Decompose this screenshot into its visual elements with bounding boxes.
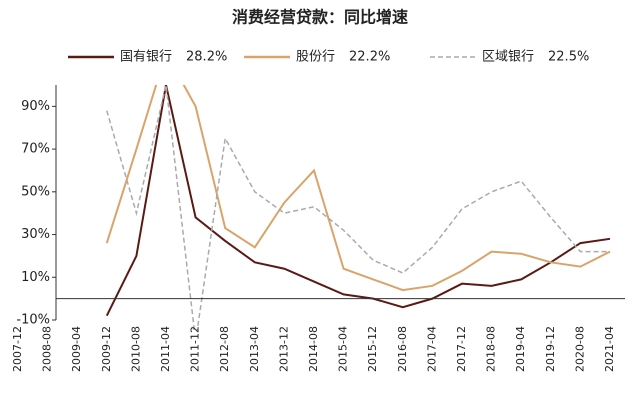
y-tick-label: -10% bbox=[16, 313, 50, 328]
x-tick-label: 2007-12 bbox=[11, 326, 24, 372]
x-tick-label: 2009-12 bbox=[100, 326, 113, 372]
x-tick-label: 2011-04 bbox=[159, 326, 172, 372]
x-tick-label: 2009-04 bbox=[70, 326, 83, 372]
x-tick-label: 2008-08 bbox=[41, 326, 54, 372]
y-tick-label: 90% bbox=[21, 99, 50, 114]
legend-label: 股份行 bbox=[296, 50, 335, 65]
x-tick-label: 2017-04 bbox=[425, 326, 438, 372]
x-tick-label: 2013-12 bbox=[277, 326, 290, 372]
x-tick-label: 2019-04 bbox=[514, 326, 527, 372]
x-tick-label: 2018-08 bbox=[485, 326, 498, 372]
x-tick-label: 2013-04 bbox=[248, 326, 261, 372]
legend-value: 22.2% bbox=[349, 50, 390, 65]
x-tick-label: 2019-12 bbox=[544, 326, 557, 372]
legend-label: 国有银行 bbox=[120, 50, 172, 65]
legend-label: 区域银行 bbox=[482, 50, 534, 65]
series-line bbox=[105, 85, 611, 292]
x-tick-label: 2015-12 bbox=[366, 326, 379, 372]
x-tick-label: 2012-08 bbox=[218, 326, 231, 372]
x-tick-label: 2010-08 bbox=[129, 326, 142, 372]
y-tick-label: 30% bbox=[21, 227, 50, 242]
y-tick-label: 10% bbox=[21, 270, 50, 285]
y-tick-label: 50% bbox=[21, 184, 50, 199]
legend-value: 28.2% bbox=[186, 50, 227, 65]
series-line bbox=[105, 85, 611, 317]
x-tick-label: 2020-08 bbox=[573, 326, 586, 372]
chart-title: 消费经营贷款：同比增速 bbox=[232, 8, 408, 27]
legend-value: 22.5% bbox=[548, 50, 589, 65]
x-tick-label: 2014-08 bbox=[307, 326, 320, 372]
plot-area bbox=[105, 85, 611, 330]
series-line bbox=[106, 85, 610, 330]
x-tick-label: 2021-04 bbox=[603, 326, 616, 372]
x-tick-label: 2017-12 bbox=[455, 326, 468, 372]
x-tick-label: 2016-08 bbox=[396, 326, 409, 372]
x-tick-label: 2011-12 bbox=[189, 326, 202, 372]
x-tick-label: 2015-04 bbox=[337, 326, 350, 372]
y-tick-label: 70% bbox=[21, 142, 50, 157]
legend: 国有银行 28.2% 股份行 22.2% 区域银行 22.5% bbox=[68, 50, 589, 65]
